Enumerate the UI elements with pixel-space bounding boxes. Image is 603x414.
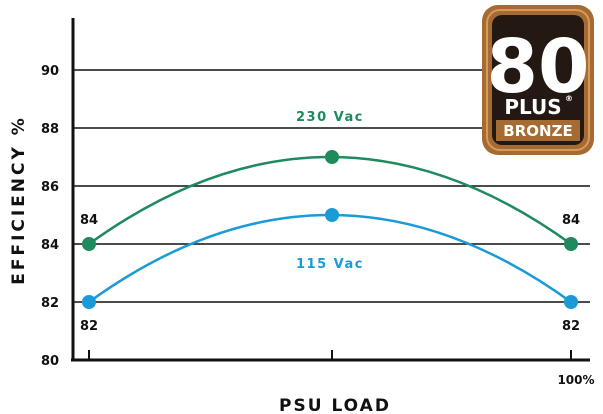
data-label-0: 84 (80, 213, 98, 228)
y-tick-label-86: 86 (41, 180, 59, 195)
data-point-0-2 (564, 237, 578, 251)
series-label-1: 115 Vac (296, 257, 364, 272)
series-line-0 (88, 155, 572, 246)
y-axis-label: EFFICIENCY % (9, 115, 29, 285)
badge-rim (486, 9, 590, 151)
badge-registered: ® (565, 94, 573, 103)
data-label-1: 84 (562, 213, 580, 228)
data-labels: 84 84 82 82 (80, 213, 580, 334)
x-end-tick-label: 100% (557, 373, 594, 387)
data-point-1-0 (82, 295, 96, 309)
series-layer: 230 Vac 115 Vac (82, 110, 578, 309)
data-point-1-2 (564, 295, 578, 309)
data-point-0-1 (325, 150, 339, 164)
data-label-3: 82 (562, 319, 580, 334)
badge-plus: PLUS (504, 95, 561, 119)
data-point-1-1 (325, 208, 339, 222)
x-ticks (88, 350, 572, 360)
data-point-0-0 (82, 237, 96, 251)
y-tick-label-88: 88 (41, 122, 59, 137)
axes (71, 18, 590, 362)
y-tick-label-90: 90 (41, 64, 59, 79)
y-tick-labels: 80 82 84 86 88 90 (41, 64, 59, 369)
y-tick-label-84: 84 (41, 238, 59, 253)
80-plus-bronze-badge: 80 PLUS ® BRONZE (482, 5, 594, 155)
y-tick-label-80: 80 (41, 354, 59, 369)
badge-tier: BRONZE (503, 122, 572, 140)
x-axis-label: PSU LOAD (279, 396, 391, 414)
badge-tier-band (496, 120, 580, 141)
series-label-0: 230 Vac (296, 110, 364, 125)
badge-inner (492, 15, 584, 145)
y-tick-label-82: 82 (41, 296, 59, 311)
badge-number: 80 (487, 24, 590, 110)
data-label-2: 82 (80, 319, 98, 334)
